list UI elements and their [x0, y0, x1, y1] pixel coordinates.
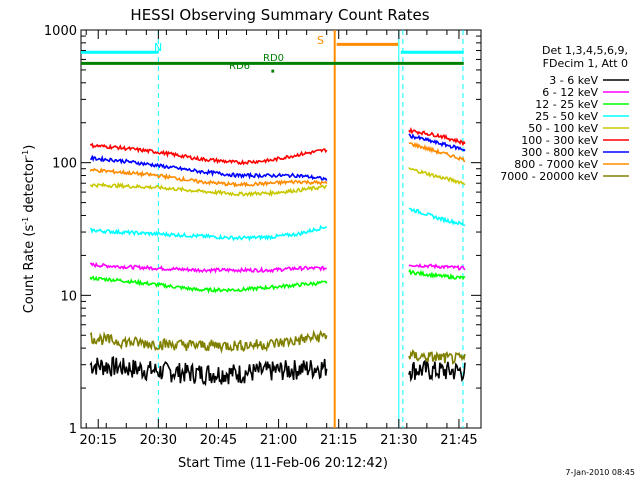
series-line-3: [408, 207, 466, 227]
series-line-0: [408, 359, 466, 383]
rd6-flag-label: RD6: [229, 61, 250, 72]
x-tick-label: 21:00: [260, 433, 297, 448]
y-tick-label: 10: [60, 289, 77, 304]
night-flag-label: N: [154, 41, 162, 54]
x-tick-label: 21:15: [320, 433, 357, 448]
series-line-2: [89, 275, 328, 294]
series-line-2: [408, 268, 466, 281]
series-line-1: [408, 262, 466, 271]
x-tick-label: 21:30: [380, 433, 417, 448]
series-line-7: [408, 141, 466, 163]
legend-label: 12 - 25 keV: [535, 98, 598, 111]
series-line-8: [408, 348, 466, 365]
series-lines: [89, 126, 466, 387]
series-line-8: [89, 329, 328, 354]
series-line-6: [408, 133, 466, 152]
legend-label: 50 - 100 keV: [528, 122, 598, 135]
x-tick-label: 20:30: [140, 433, 177, 448]
legend-label: 800 - 7000 keV: [514, 158, 598, 171]
y-axis-label: Count Rate (s-1 detector-1): [21, 145, 37, 314]
legend-label: 3 - 6 keV: [549, 74, 598, 87]
plot-date-stamp: 7-Jan-2010 08:45: [565, 468, 635, 477]
saa-flag-label: S: [317, 34, 324, 47]
series-line-5: [89, 142, 328, 166]
flag-bars: [81, 42, 464, 73]
series-line-1: [89, 261, 327, 274]
series-line-4: [408, 167, 466, 186]
legend: Det 1,3,4,5,6,9, FDecim 1, Att 0 3 - 6 k…: [500, 44, 629, 183]
x-axis: 20:15 20:30 20:45 21:00 21:15 21:30 21:45: [80, 30, 478, 448]
series-line-3: [90, 224, 327, 242]
legend-header-detectors: Det 1,3,4,5,6,9,: [542, 44, 628, 57]
y-axis: 1 10 100 1000: [44, 24, 481, 437]
series-line-0: [89, 356, 328, 387]
series-line-6: [90, 154, 328, 181]
chart-title: HESSI Observing Summary Count Rates: [130, 6, 429, 24]
series-line-4: [89, 181, 328, 198]
x-tick-label: 21:45: [440, 433, 477, 448]
y-tick-label: 1000: [44, 24, 77, 39]
rd0-flag-label: RD0: [263, 53, 284, 64]
x-axis-label: Start Time (11-Feb-06 20:12:42): [178, 456, 388, 471]
y-tick-label: 100: [52, 157, 77, 172]
x-tick-label: 20:15: [80, 433, 117, 448]
plot-area-frame: [80, 29, 482, 429]
legend-label: 100 - 300 keV: [521, 134, 598, 147]
series-line-5: [408, 126, 466, 147]
legend-header-decimation: FDecim 1, Att 0: [543, 57, 628, 70]
legend-label: 6 - 12 keV: [542, 86, 598, 99]
event-markers: [157, 30, 464, 428]
legend-label: 7000 - 20000 keV: [500, 170, 598, 183]
x-tick-label: 20:45: [200, 433, 237, 448]
y-tick-label: 1: [69, 422, 77, 437]
series-line-7: [89, 167, 328, 188]
legend-label: 25 - 50 keV: [535, 110, 598, 123]
legend-label: 300 - 800 keV: [521, 146, 598, 159]
